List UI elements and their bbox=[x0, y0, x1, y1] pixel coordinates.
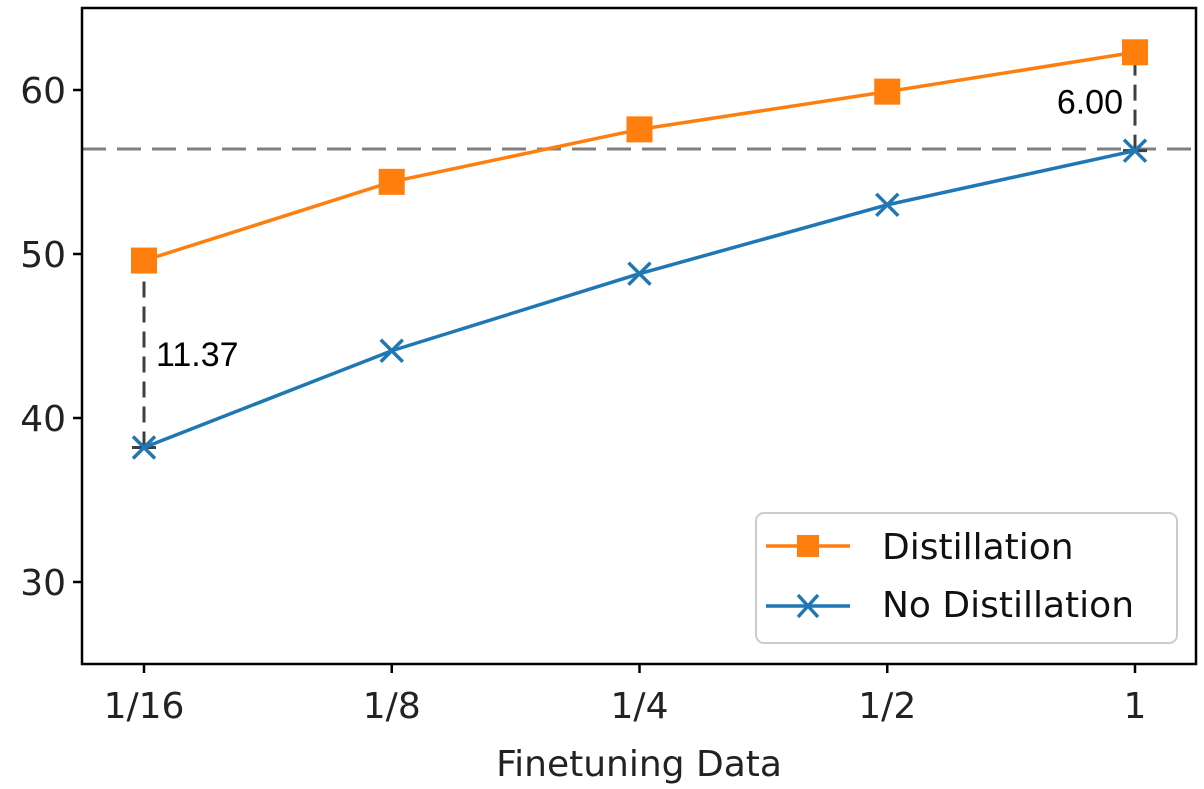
legend-label-distillation: Distillation bbox=[882, 527, 1074, 568]
x-tick-label: 1/4 bbox=[611, 686, 669, 727]
data-point-square bbox=[378, 168, 405, 195]
axis-layer: 1/16 1/8 1/4 1/2 1 30 40 50 60 bbox=[20, 71, 1146, 727]
annotation-label: 11.37 bbox=[156, 336, 239, 374]
legend: Distillation No Distillation bbox=[755, 512, 1178, 644]
data-point-square bbox=[131, 247, 157, 274]
legend-marker-no-distillation bbox=[796, 593, 820, 619]
y-tick-label: 40 bbox=[20, 399, 66, 440]
x-axis-title: Finetuning Data bbox=[496, 744, 782, 785]
data-point-x bbox=[1122, 138, 1148, 163]
series-line-no-distillation bbox=[143, 148, 1136, 450]
y-tick-label: 30 bbox=[20, 563, 66, 604]
y-tick-label: 60 bbox=[20, 71, 66, 112]
y-tick-label: 50 bbox=[20, 235, 66, 276]
data-point-x bbox=[379, 338, 404, 363]
annotation-layer: 11.37 6.00 bbox=[132, 50, 1147, 450]
series-line-distillation bbox=[143, 50, 1136, 263]
legend-label-no-distillation: No Distillation bbox=[882, 585, 1134, 626]
x-tick-label: 1/2 bbox=[858, 686, 916, 727]
data-point-x bbox=[131, 435, 157, 460]
data-point-x bbox=[875, 192, 900, 218]
data-point-square bbox=[626, 116, 653, 143]
x-tick-label: 1 bbox=[1124, 686, 1147, 727]
annotation-label: 6.00 bbox=[1057, 83, 1123, 121]
data-point-x bbox=[627, 261, 652, 286]
x-tick-label: 1/8 bbox=[363, 686, 421, 727]
legend-box bbox=[755, 512, 1178, 644]
x-tick-label: 1/16 bbox=[104, 686, 185, 727]
legend-marker-distillation bbox=[797, 535, 819, 557]
data-point-square bbox=[874, 78, 901, 105]
data-point-square bbox=[1122, 39, 1148, 66]
series-layer bbox=[131, 39, 1148, 460]
